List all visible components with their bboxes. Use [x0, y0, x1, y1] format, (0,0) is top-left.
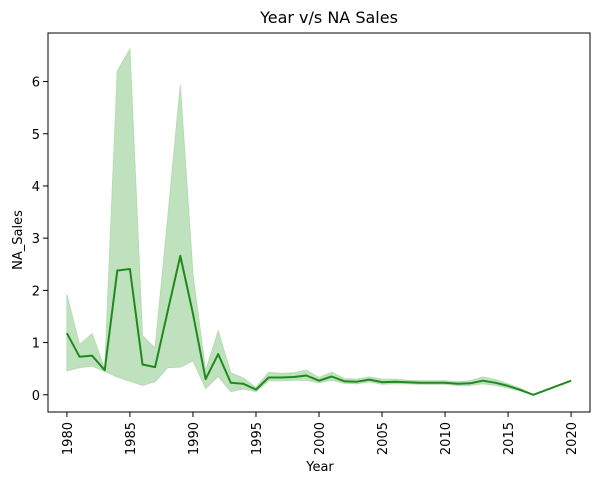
data-point: [229, 381, 233, 385]
plot-area: [65, 47, 573, 397]
data-point: [342, 379, 346, 383]
data-point: [468, 381, 472, 385]
data-point: [519, 388, 523, 392]
data-point: [90, 354, 94, 358]
data-point: [103, 368, 107, 372]
x-tick-label: 2015: [502, 422, 517, 455]
y-tick-label: 2: [32, 284, 40, 299]
data-point: [481, 379, 485, 383]
x-tick-label: 1980: [61, 422, 76, 455]
data-point: [78, 355, 82, 359]
x-tick-label: 1985: [124, 422, 139, 455]
x-tick-label: 2010: [439, 422, 454, 455]
x-tick-label: 1995: [250, 422, 265, 455]
data-point: [355, 380, 359, 384]
data-point: [292, 375, 296, 379]
data-point: [267, 376, 271, 380]
data-point: [569, 379, 573, 383]
data-point: [279, 376, 283, 380]
y-tick-label: 1: [32, 337, 40, 352]
data-point: [330, 375, 334, 379]
x-tick-label: 1990: [187, 422, 202, 455]
data-point: [141, 363, 145, 367]
data-point: [115, 269, 119, 273]
x-axis-title: Year: [305, 460, 334, 475]
data-point: [254, 388, 258, 392]
y-tick-label: 0: [32, 389, 40, 404]
data-point: [506, 384, 510, 388]
data-point: [241, 382, 245, 386]
chart-title: Year v/s NA Sales: [259, 8, 398, 27]
x-axis-ticks: 1980 1985 1990 1995 2000 2005 2010 2015 2020: [61, 412, 580, 455]
data-point: [128, 267, 132, 271]
x-tick-label: 2000: [313, 422, 328, 455]
data-point: [153, 365, 157, 369]
data-point: [418, 381, 422, 385]
data-point: [216, 352, 220, 356]
y-tick-label: 3: [32, 232, 40, 247]
confidence-band: [66, 47, 572, 396]
data-point: [494, 381, 498, 385]
data-point: [405, 380, 409, 384]
y-axis-title: NA_Sales: [11, 210, 26, 270]
data-point: [65, 331, 69, 335]
data-point: [380, 380, 384, 384]
plot-frame: [47, 32, 591, 413]
data-point: [191, 312, 195, 316]
data-point: [204, 377, 208, 381]
data-point: [531, 393, 535, 397]
data-point: [304, 374, 308, 378]
y-tick-label: 4: [32, 180, 40, 195]
series-line: [66, 254, 572, 396]
data-point: [456, 382, 460, 386]
data-point: [317, 379, 321, 383]
data-point: [393, 380, 397, 384]
data-point: [430, 381, 434, 385]
data-point: [166, 309, 170, 313]
y-tick-label: 6: [32, 76, 40, 91]
y-axis-ticks: 0 1 2 3 4 5 6: [32, 76, 48, 404]
data-point: [443, 381, 447, 385]
x-tick-label: 2020: [565, 422, 580, 455]
x-tick-label: 2005: [376, 422, 391, 455]
data-point: [367, 378, 371, 382]
y-tick-label: 5: [32, 128, 40, 143]
data-point: [178, 254, 182, 258]
